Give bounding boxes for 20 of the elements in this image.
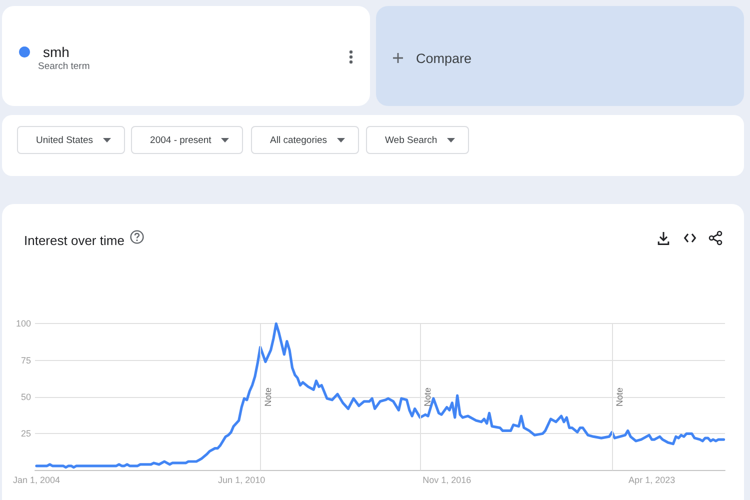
text: All categories bbox=[270, 134, 328, 146]
text: Search term bbox=[38, 61, 90, 72]
line-series bbox=[35, 322, 726, 469]
ref-line-label: Note bbox=[262, 387, 273, 407]
x-tick-label: Jan 1, 2004 bbox=[12, 474, 60, 485]
text: Compare bbox=[416, 51, 472, 66]
text: Web Search bbox=[385, 134, 438, 146]
text: 2004 - present bbox=[150, 134, 212, 146]
x-tick-label: Jun 1, 2010 bbox=[218, 474, 266, 485]
x-tick-label: Apr 1, 2023 bbox=[628, 474, 676, 485]
text: United States bbox=[36, 134, 94, 146]
ref-line-label: Note bbox=[614, 387, 624, 407]
y-tick-label: 25 bbox=[20, 428, 31, 439]
y-tick-label: 75 bbox=[20, 355, 31, 366]
legend-label: smh bbox=[43, 44, 70, 60]
x-tick-label: Nov 1, 2016 bbox=[422, 474, 472, 485]
chart-title: Interest over time bbox=[24, 233, 124, 248]
ref-line-label: Note bbox=[422, 387, 433, 407]
y-tick-label: 50 bbox=[20, 392, 31, 402]
y-tick-label: 100 bbox=[16, 318, 31, 329]
